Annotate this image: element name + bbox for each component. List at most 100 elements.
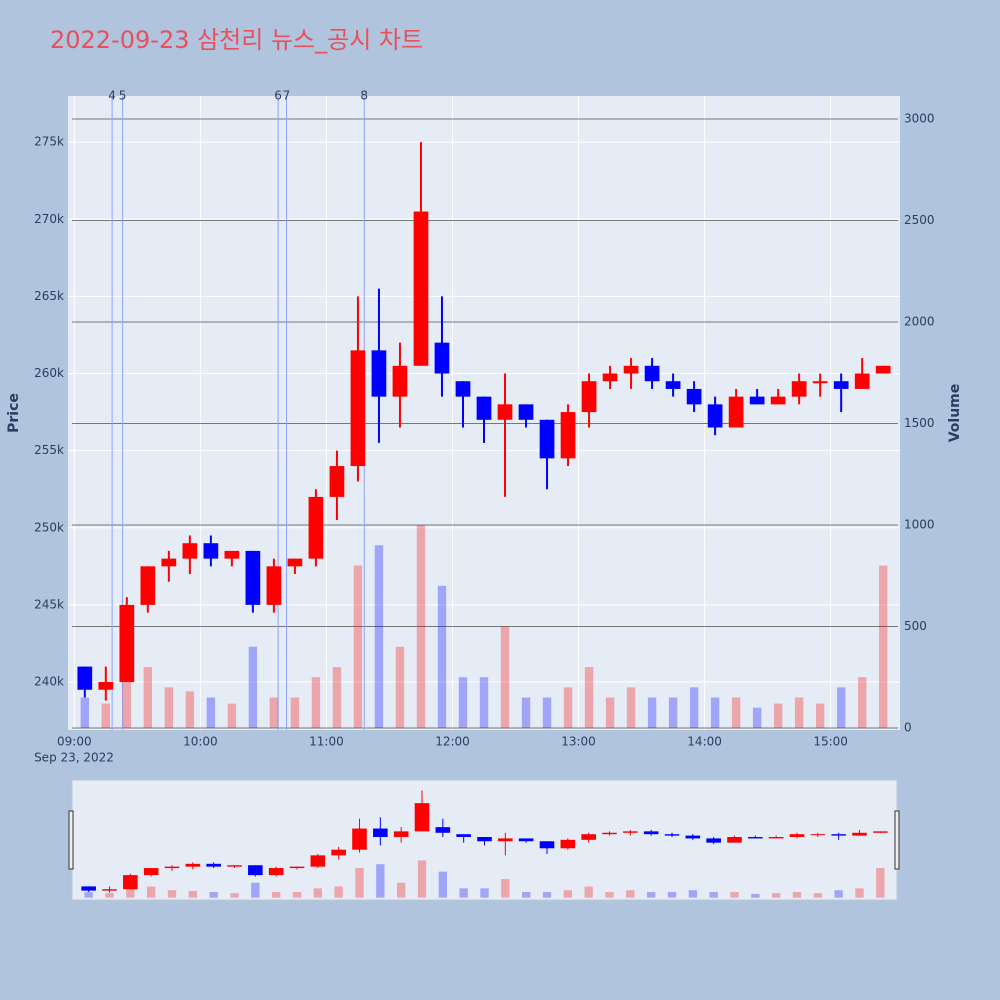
x-tick-label: 10:00 <box>183 735 218 749</box>
candle-body <box>833 381 849 389</box>
slider-volume-bar <box>459 888 468 898</box>
x-date-label: Sep 23, 2022 <box>34 751 114 765</box>
candle-body <box>371 350 387 397</box>
candle-body <box>602 373 618 382</box>
volume-bar <box>710 697 720 728</box>
slider-volume-bar <box>251 882 260 898</box>
candle-body <box>560 412 576 459</box>
volume-bar <box>164 687 174 728</box>
volume-bar <box>815 703 825 728</box>
slider-body <box>143 868 159 876</box>
slider-volume-bar <box>647 892 656 898</box>
candle-body <box>455 381 471 397</box>
news-marker-label: 8 <box>360 89 368 103</box>
slider-body <box>435 827 451 833</box>
slider-volume-bar <box>709 892 718 898</box>
slider-volume-bar <box>188 890 197 898</box>
candle-body <box>791 381 807 397</box>
candle-body <box>119 604 135 683</box>
news-marker-label: 6 <box>274 89 282 103</box>
y2-tick-label: 1000 <box>904 517 935 531</box>
candle-body <box>140 566 156 605</box>
volume-bar <box>416 524 426 728</box>
slider-volume-bar <box>438 871 447 898</box>
slider-volume-bar <box>834 890 843 898</box>
range-handle[interactable] <box>68 810 74 870</box>
slider-body <box>727 837 742 843</box>
slider-body <box>477 837 492 842</box>
news-marker-label: 4 <box>108 89 116 103</box>
slider-volume-bar <box>417 860 427 898</box>
slider-volume-bar <box>792 892 802 898</box>
range-handle[interactable] <box>894 810 900 870</box>
y-tick-label: 260k <box>34 366 64 380</box>
candle-body <box>224 550 240 559</box>
slider-volume-bar <box>209 892 218 898</box>
y2-tick-label: 3000 <box>904 111 935 125</box>
candle-body <box>182 543 198 559</box>
slider-body <box>852 832 867 836</box>
candle-body <box>413 211 429 366</box>
x-tick-label: 11:00 <box>309 735 344 749</box>
volume-bar <box>857 677 867 728</box>
volume-bar <box>584 667 594 728</box>
candle-body <box>308 496 324 559</box>
volume-bar <box>206 697 216 728</box>
candle-body <box>812 381 828 384</box>
volume-bar <box>605 697 615 728</box>
volume-bar <box>878 565 888 728</box>
volume-bar <box>542 697 552 728</box>
slider-body <box>373 828 388 838</box>
slider-body <box>227 865 242 867</box>
slider-body <box>414 803 430 832</box>
candle-body <box>161 558 177 567</box>
candle-body <box>434 342 450 374</box>
slider-volume-bar <box>563 890 572 898</box>
x-tick-label: 09:00 <box>57 735 92 749</box>
candle-body <box>518 404 534 420</box>
y2-tick-label: 500 <box>904 619 927 633</box>
volume-bar <box>185 691 195 728</box>
volume-bar <box>353 565 363 728</box>
slider-body <box>102 889 117 891</box>
candle-body <box>77 666 93 690</box>
slider-volume-bar <box>813 893 822 898</box>
volume-bar <box>290 697 300 728</box>
slider-body <box>602 832 617 835</box>
volume-bar <box>500 626 510 728</box>
y-tick-label: 240k <box>34 675 64 689</box>
volume-bar <box>668 697 678 728</box>
slider-volume-bar <box>147 886 156 898</box>
slider-body <box>810 834 826 836</box>
slider-body <box>560 839 576 849</box>
slider-volume-bar <box>584 886 593 898</box>
volume-bar <box>437 585 447 728</box>
slider-volume-bar <box>501 879 510 898</box>
volume-bar <box>479 677 489 728</box>
volume-bar <box>752 707 762 728</box>
volume-bar <box>458 677 468 728</box>
y2-tick-label: 2500 <box>904 213 935 227</box>
candle-body <box>350 350 366 467</box>
candle-body <box>98 682 114 690</box>
slider-body <box>664 834 680 836</box>
volume-bar <box>248 646 258 728</box>
slider-body <box>581 834 596 840</box>
slider-body <box>268 868 284 876</box>
slider-volume-bar <box>230 893 239 898</box>
candle-body <box>707 404 723 428</box>
slider-body <box>164 866 180 869</box>
y-tick-label: 270k <box>34 212 64 226</box>
slider-body <box>206 863 221 867</box>
volume-bar <box>374 545 384 728</box>
candle-body <box>245 550 261 605</box>
slider-body <box>81 886 96 891</box>
volume-bar <box>269 697 279 728</box>
slider-body <box>831 834 846 836</box>
candle-body <box>644 365 660 382</box>
slider-volume-bar <box>626 890 635 898</box>
candle-body <box>392 365 408 397</box>
slider-body <box>789 834 805 838</box>
slider-body <box>310 855 326 867</box>
slider-volume-bar <box>355 867 364 898</box>
